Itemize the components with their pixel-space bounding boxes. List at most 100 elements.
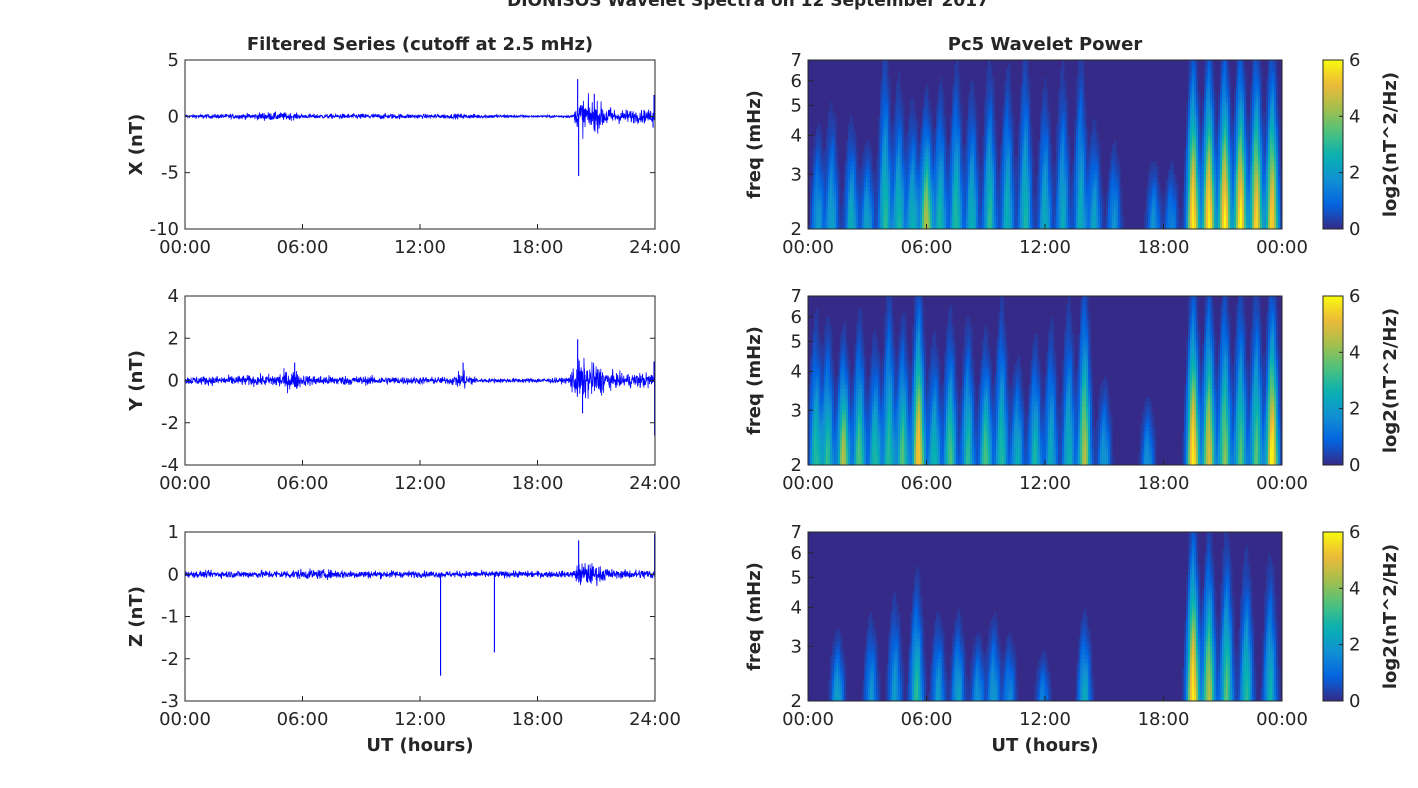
series-y-ytick-label: 2 xyxy=(168,328,179,349)
wavelet-y-xtick-label: 00:00 xyxy=(1256,473,1308,494)
wavelet-z-ytick-label: 5 xyxy=(791,567,802,588)
wavelet-z-colorbar-label: log2(nT^2/Hz) xyxy=(1380,544,1401,689)
series-x-xtick-label: 24:00 xyxy=(629,237,681,258)
series-z-ytick-label: 1 xyxy=(168,522,179,543)
wavelet-x-colorbar-tick-label: 0 xyxy=(1349,219,1360,240)
series-y-trace xyxy=(184,357,656,399)
series-x-ytick-label: -5 xyxy=(161,163,179,184)
wavelet-x-ylabel: freq (mHz) xyxy=(744,90,765,199)
wavelet-z-ytick-label: 6 xyxy=(791,543,802,564)
wavelet-x-ytick-label: 5 xyxy=(791,95,802,116)
series-x-plot-area xyxy=(185,60,655,229)
left-column-title: Filtered Series (cutoff at 2.5 mHz) xyxy=(247,34,593,55)
series-x-ytick-label: 5 xyxy=(168,50,179,71)
wavelet-x-colorbar xyxy=(1322,59,1344,230)
right-column-title: Pc5 Wavelet Power xyxy=(948,34,1143,55)
wavelet-x-ytick-label: 6 xyxy=(791,71,802,92)
wavelet-z-xlabel: UT (hours) xyxy=(991,735,1098,756)
series-z-xtick-label: 00:00 xyxy=(159,709,211,730)
wavelet-x-ytick-label: 4 xyxy=(791,125,802,146)
wavelet-x-colorbar-tick-label: 4 xyxy=(1349,106,1360,127)
series-x-xtick-label: 00:00 xyxy=(159,237,211,258)
wavelet-y-ytick-label: 6 xyxy=(791,307,802,328)
wavelet-x-ytick-label: 2 xyxy=(791,219,802,240)
series-z-xtick-label: 12:00 xyxy=(394,709,446,730)
series-z-ytick-label: 0 xyxy=(168,564,179,585)
wavelet-z-xtick-label: 06:00 xyxy=(901,709,953,730)
series-y-xtick-label: 12:00 xyxy=(394,473,446,494)
wavelet-x-xtick-label: 12:00 xyxy=(1019,237,1071,258)
wavelet-y-colorbar-tick-label: 6 xyxy=(1349,286,1360,307)
wavelet-x-ytick-label: 3 xyxy=(791,164,802,185)
series-y-xtick-label: 24:00 xyxy=(629,473,681,494)
series-x-xtick-label: 06:00 xyxy=(277,237,329,258)
wavelet-z-ytick-label: 3 xyxy=(791,636,802,657)
wavelet-z-field xyxy=(828,532,1281,702)
wavelet-z-xtick-label: 18:00 xyxy=(1138,709,1190,730)
figure-title: DIONISOS Wavelet Spectra on 12 September… xyxy=(507,0,989,11)
wavelet-x-xtick-label: 18:00 xyxy=(1138,237,1190,258)
wavelet-z-ytick-label: 4 xyxy=(791,597,802,618)
wavelet-y-colorbar-tick-label: 2 xyxy=(1349,399,1360,420)
series-z-xtick-label: 18:00 xyxy=(512,709,564,730)
series-z-xlabel: UT (hours) xyxy=(366,735,473,756)
wavelet-y-colorbar-tick-label: 4 xyxy=(1349,342,1360,363)
wavelet-y-ytick-label: 3 xyxy=(791,400,802,421)
series-y-xtick-label: 00:00 xyxy=(159,473,211,494)
wavelet-y-colorbar xyxy=(1322,295,1344,466)
series-y-xtick-label: 18:00 xyxy=(512,473,564,494)
wavelet-z-colorbar xyxy=(1322,531,1344,702)
wavelet-z-colorbar-tick-label: 4 xyxy=(1349,578,1360,599)
series-y-ytick-label: -4 xyxy=(161,455,179,476)
series-x-ytick-label: -10 xyxy=(150,219,179,240)
wavelet-z-ytick-label: 2 xyxy=(791,691,802,712)
series-z-trace xyxy=(184,563,656,587)
wavelet-y-ytick-label: 4 xyxy=(791,361,802,382)
wavelet-y-colorbar-tick-label: 0 xyxy=(1349,455,1360,476)
wavelet-x-colorbar-tick-label: 6 xyxy=(1349,50,1360,71)
wavelet-x-xtick-label: 00:00 xyxy=(782,237,834,258)
series-y-ytick-label: -2 xyxy=(161,413,179,434)
wavelet-x-colorbar-label: log2(nT^2/Hz) xyxy=(1380,72,1401,217)
wavelet-z-xtick-label: 12:00 xyxy=(1019,709,1071,730)
series-x-trace xyxy=(184,93,656,139)
series-z-ytick-label: -3 xyxy=(161,691,179,712)
wavelet-x-xtick-label: 00:00 xyxy=(1256,237,1308,258)
wavelet-y-ytick-label: 2 xyxy=(791,455,802,476)
series-z-plot-area xyxy=(185,532,655,701)
series-z-ylabel: Z (nT) xyxy=(126,586,147,647)
series-x-ylabel: X (nT) xyxy=(126,114,147,176)
wavelet-y-ytick-label: 5 xyxy=(791,331,802,352)
wavelet-z-colorbar-tick-label: 0 xyxy=(1349,691,1360,712)
series-z-xtick-label: 24:00 xyxy=(629,709,681,730)
wavelet-y-ytick-label: 7 xyxy=(791,286,802,307)
wavelet-y-xtick-label: 12:00 xyxy=(1019,473,1071,494)
wavelet-z-colorbar-tick-label: 2 xyxy=(1349,635,1360,656)
series-x-ytick-label: 0 xyxy=(168,106,179,127)
wavelet-y-xtick-label: 00:00 xyxy=(782,473,834,494)
wavelet-z-colorbar-tick-label: 6 xyxy=(1349,522,1360,543)
wavelet-x-field xyxy=(808,60,1283,230)
wavelet-x-colorbar-tick-label: 2 xyxy=(1349,163,1360,184)
wavelet-z-ytick-label: 7 xyxy=(791,522,802,543)
wavelet-y-xtick-label: 06:00 xyxy=(901,473,953,494)
series-z-ytick-label: -2 xyxy=(161,649,179,670)
series-z-ytick-label: -1 xyxy=(161,607,179,628)
series-y-ylabel: Y (nT) xyxy=(126,350,147,412)
series-y-ytick-label: 4 xyxy=(168,286,179,307)
series-y-ytick-label: 0 xyxy=(168,371,179,392)
series-y-xtick-label: 06:00 xyxy=(277,473,329,494)
wavelet-y-field xyxy=(808,296,1283,466)
series-z-xtick-label: 06:00 xyxy=(277,709,329,730)
wavelet-x-ytick-label: 7 xyxy=(791,50,802,71)
series-x-xtick-label: 12:00 xyxy=(394,237,446,258)
wavelet-x-xtick-label: 06:00 xyxy=(901,237,953,258)
series-x-xtick-label: 18:00 xyxy=(512,237,564,258)
wavelet-z-ylabel: freq (mHz) xyxy=(744,562,765,671)
wavelet-z-xtick-label: 00:00 xyxy=(782,709,834,730)
wavelet-y-colorbar-label: log2(nT^2/Hz) xyxy=(1380,308,1401,453)
wavelet-y-xtick-label: 18:00 xyxy=(1138,473,1190,494)
wavelet-y-ylabel: freq (mHz) xyxy=(744,326,765,435)
